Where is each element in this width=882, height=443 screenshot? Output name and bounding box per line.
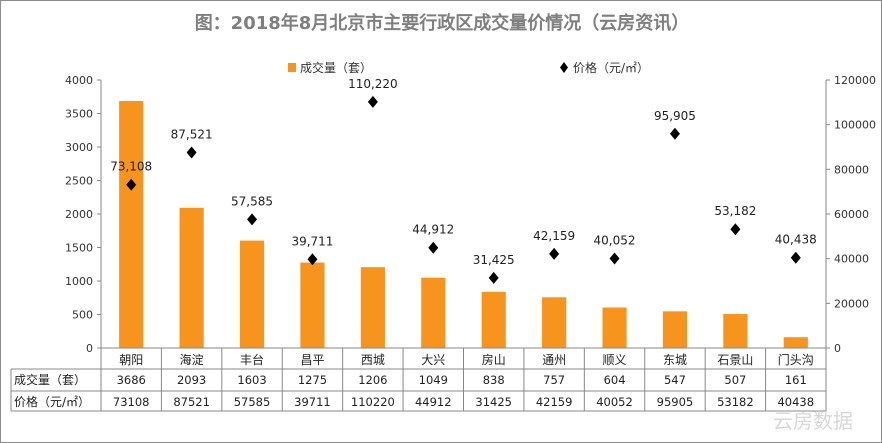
category-label: 顺义 (603, 353, 627, 367)
bar-朝阳 (119, 101, 144, 349)
left-tick-label: 1500 (65, 242, 93, 255)
bar-顺义 (602, 307, 627, 348)
table-cell: 838 (483, 373, 505, 387)
point-label: 42,159 (533, 229, 575, 243)
point-丰台 (247, 213, 258, 226)
bar-门头沟 (783, 337, 808, 348)
point-label: 110,220 (348, 77, 398, 91)
table-cell: 57585 (234, 395, 271, 409)
table-cell: 757 (543, 373, 565, 387)
point-门头沟 (790, 251, 801, 264)
table-cell: 3686 (117, 373, 146, 387)
category-label: 东城 (663, 353, 687, 367)
table-cell: 87521 (173, 395, 210, 409)
table-cell: 507 (724, 373, 746, 387)
point-大兴 (428, 241, 439, 254)
table-cell: 40438 (777, 395, 814, 409)
point-label: 31,425 (473, 253, 515, 267)
table-cell: 161 (785, 373, 807, 387)
table-cell: 53182 (717, 395, 754, 409)
table-cell: 1206 (358, 373, 387, 387)
table-cell: 44912 (415, 395, 452, 409)
table-cell: 31425 (475, 395, 512, 409)
category-label: 海淀 (180, 352, 204, 367)
category-label: 西城 (361, 353, 385, 367)
right-tick-label: 60000 (834, 208, 869, 221)
category-label: 石景山 (717, 353, 753, 367)
point-西城 (367, 95, 378, 108)
table-cell: 95905 (657, 395, 694, 409)
table-cell: 40052 (596, 395, 633, 409)
table-row-label: 成交量（套） (14, 372, 86, 387)
point-label: 40,052 (594, 234, 636, 248)
right-tick-label: 0 (834, 342, 841, 355)
point-东城 (669, 127, 680, 140)
bar-石景山 (723, 314, 748, 348)
bar-西城 (360, 267, 385, 348)
category-label: 朝阳 (119, 353, 143, 367)
right-tick-label: 40000 (834, 253, 869, 266)
table-cell: 604 (604, 373, 626, 387)
category-label: 大兴 (421, 353, 445, 367)
table-cell: 42159 (536, 395, 573, 409)
table-cell: 2093 (177, 373, 206, 387)
point-通州 (549, 247, 560, 260)
table-cell: 1275 (298, 373, 327, 387)
table-cell: 1603 (237, 373, 266, 387)
table-cell: 73108 (113, 395, 150, 409)
point-石景山 (730, 223, 741, 236)
left-tick-label: 2500 (65, 175, 93, 188)
legend-scatter-label: 价格（元/㎡） (573, 60, 649, 75)
right-tick-label: 20000 (834, 297, 869, 310)
table-row-label: 价格（元/㎡） (14, 394, 90, 409)
point-label: 39,711 (291, 234, 333, 248)
right-tick-label: 100000 (834, 119, 876, 132)
left-tick-label: 3000 (65, 141, 93, 154)
left-tick-label: 3500 (65, 108, 93, 121)
legend-bar-swatch (288, 63, 296, 72)
category-label: 通州 (542, 353, 566, 367)
table-cell: 547 (664, 373, 686, 387)
left-tick-label: 0 (86, 342, 93, 355)
point-label: 53,182 (714, 204, 756, 218)
table-cell: 1049 (419, 373, 448, 387)
left-tick-label: 500 (72, 309, 93, 322)
point-顺义 (609, 252, 620, 265)
table-cell: 110220 (351, 395, 395, 409)
chart-title: 图：2018年8月北京市主要行政区成交量价情况（云房资讯） (195, 12, 690, 34)
bar-东城 (662, 311, 688, 348)
category-label: 昌平 (300, 353, 324, 367)
category-label: 门头沟 (778, 352, 814, 367)
point-房山 (488, 271, 499, 284)
left-tick-label: 2000 (65, 208, 93, 221)
point-label: 44,912 (412, 223, 454, 237)
point-label: 87,521 (171, 128, 213, 142)
right-tick-label: 120000 (834, 74, 876, 87)
left-tick-label: 4000 (65, 74, 93, 87)
point-海淀 (186, 146, 197, 159)
category-label: 房山 (482, 352, 506, 367)
table-cell: 39711 (294, 395, 331, 409)
bar-昌平 (300, 262, 325, 348)
point-label: 73,108 (110, 160, 152, 174)
point-label: 57,585 (231, 194, 273, 208)
bar-通州 (542, 297, 567, 348)
left-tick-label: 1000 (65, 275, 93, 288)
bar-海淀 (179, 207, 204, 348)
right-tick-label: 80000 (834, 163, 869, 176)
legend-bar-label: 成交量（套） (300, 60, 372, 75)
point-昌平 (307, 253, 318, 266)
watermark: 云房数据 (773, 409, 853, 433)
bar-丰台 (239, 240, 265, 348)
legend-diamond-icon (560, 62, 568, 73)
bar-大兴 (421, 277, 446, 348)
category-label: 丰台 (240, 352, 264, 367)
point-label: 95,905 (654, 109, 696, 123)
bar-房山 (481, 291, 506, 348)
point-label: 40,438 (775, 233, 817, 247)
